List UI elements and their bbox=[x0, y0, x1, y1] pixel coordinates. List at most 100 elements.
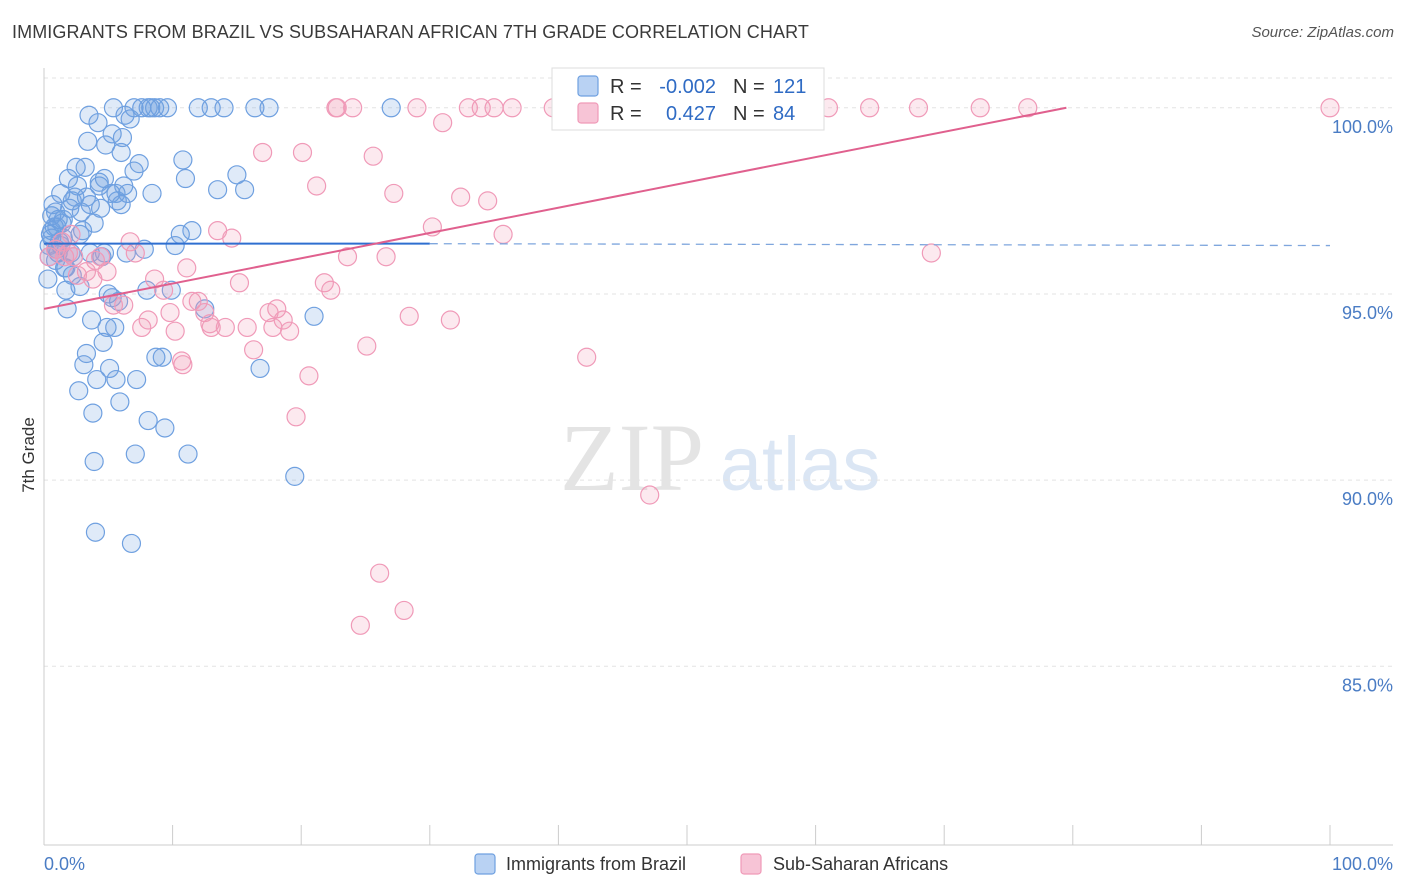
subsaharan-point-32 bbox=[253, 142, 273, 163]
brazil-point-10 bbox=[51, 183, 71, 204]
subsaharan-point-78 bbox=[61, 224, 81, 244]
subsaharan-point-52 bbox=[394, 600, 414, 621]
subsaharan-point-74 bbox=[970, 98, 990, 118]
subsaharan-point-64 bbox=[502, 98, 522, 118]
series-subsaharan-points bbox=[39, 98, 1340, 635]
brazil-point-114 bbox=[84, 213, 104, 233]
trend-lines bbox=[43, 106, 1331, 310]
trend-subsaharan bbox=[43, 106, 1067, 310]
brazil-point-49 bbox=[102, 124, 122, 144]
brazil-point-67 bbox=[129, 154, 149, 174]
brazil-point-83 bbox=[173, 150, 193, 170]
bottom-legend-swatch-subsaharan bbox=[740, 853, 762, 875]
legend-n-value-brazil: 121 bbox=[773, 76, 806, 98]
subsaharan-point-12 bbox=[120, 232, 140, 252]
series-brazil-points bbox=[38, 98, 401, 554]
brazil-point-63 bbox=[121, 533, 142, 554]
stats-legend: R = -0.002 N = 121 R = 0.427 N = 84 bbox=[551, 67, 825, 131]
subsaharan-point-77 bbox=[54, 247, 75, 267]
y-axis-label: 7th Grade bbox=[19, 417, 38, 493]
brazil-point-111 bbox=[45, 202, 66, 222]
brazil-point-85 bbox=[178, 444, 198, 464]
brazil-point-102 bbox=[53, 209, 73, 230]
subsaharan-point-76 bbox=[1320, 98, 1340, 118]
legend-swatch-subsaharan bbox=[577, 102, 599, 124]
legend-r-label-brazil: R = bbox=[610, 76, 642, 98]
brazil-point-33 bbox=[81, 310, 102, 330]
brazil-point-42 bbox=[93, 332, 113, 352]
subsaharan-point-62 bbox=[484, 98, 504, 118]
brazil-point-118 bbox=[138, 98, 158, 118]
subsaharan-point-23 bbox=[188, 291, 208, 311]
brazil-point-94 bbox=[245, 98, 265, 118]
subsaharan-point-39 bbox=[299, 366, 319, 386]
subsaharan-point-40 bbox=[307, 176, 327, 196]
subsaharan-point-56 bbox=[433, 113, 453, 133]
subsaharan-point-57 bbox=[440, 310, 460, 330]
brazil-point-97 bbox=[285, 466, 305, 486]
brazil-point-52 bbox=[106, 369, 126, 390]
legend-r-value-brazil: -0.002 bbox=[659, 76, 716, 98]
subsaharan-point-51 bbox=[384, 183, 404, 204]
subsaharan-point-54 bbox=[407, 98, 427, 118]
brazil-point-62 bbox=[120, 109, 140, 129]
subsaharan-point-48 bbox=[363, 146, 383, 166]
subsaharan-point-67 bbox=[640, 485, 660, 505]
brazil-point-104 bbox=[76, 187, 97, 207]
subsaharan-point-13 bbox=[125, 243, 145, 263]
subsaharan-point-58 bbox=[451, 187, 471, 207]
brazil-point-37 bbox=[87, 369, 107, 390]
subsaharan-point-37 bbox=[286, 407, 306, 427]
brazil-point-95 bbox=[250, 358, 270, 379]
subsaharan-point-38 bbox=[292, 142, 313, 163]
subsaharan-point-28 bbox=[222, 228, 242, 248]
brazil-point-30 bbox=[78, 131, 98, 151]
brazil-point-27 bbox=[74, 355, 94, 375]
subsaharan-point-73 bbox=[921, 243, 941, 263]
subsaharan-point-45 bbox=[343, 98, 363, 118]
x-tick-label-min: 0.0% bbox=[44, 854, 85, 874]
legend-n-label-brazil: N = bbox=[733, 76, 765, 98]
y-tick-label-0: 100.0% bbox=[1332, 117, 1393, 137]
subsaharan-point-83 bbox=[326, 98, 346, 118]
brazil-point-57 bbox=[112, 127, 133, 148]
brazil-point-79 bbox=[157, 98, 178, 118]
subsaharan-point-27 bbox=[215, 317, 235, 338]
brazil-point-8 bbox=[48, 209, 68, 230]
subsaharan-point-22 bbox=[182, 291, 202, 311]
subsaharan-point-15 bbox=[138, 310, 158, 330]
bottom-legend-label-brazil: Immigrants from Brazil bbox=[506, 854, 686, 874]
subsaharan-point-75 bbox=[1018, 98, 1038, 118]
brazil-point-35 bbox=[84, 451, 104, 472]
brazil-point-91 bbox=[214, 98, 234, 118]
subsaharan-point-61 bbox=[478, 191, 498, 211]
subsaharan-point-50 bbox=[376, 247, 396, 267]
subsaharan-point-80 bbox=[173, 355, 193, 375]
chart-title: IMMIGRANTS FROM BRAZIL VS SUBSAHARAN AFR… bbox=[12, 22, 809, 42]
brazil-point-61 bbox=[117, 183, 138, 204]
subsaharan-point-44 bbox=[337, 247, 358, 267]
legend-r-value-subsaharan: 0.427 bbox=[666, 103, 716, 125]
legend-n-label-subsaharan: N = bbox=[733, 103, 765, 125]
gridlines bbox=[44, 77, 1393, 667]
brazil-point-47 bbox=[99, 358, 120, 379]
brazil-point-92 bbox=[227, 165, 247, 185]
brazil-point-50 bbox=[103, 98, 124, 118]
brazil-point-96 bbox=[259, 98, 279, 118]
subsaharan-point-18 bbox=[160, 302, 180, 323]
legend-r-label-subsaharan: R = bbox=[610, 103, 642, 125]
brazil-point-77 bbox=[152, 347, 172, 367]
brazil-point-106 bbox=[106, 183, 126, 204]
brazil-point-120 bbox=[42, 228, 62, 248]
bottom-legend-label-subsaharan: Sub-Saharan Africans bbox=[773, 854, 948, 874]
subsaharan-point-79 bbox=[85, 250, 106, 271]
brazil-point-76 bbox=[150, 98, 170, 118]
trend-brazil-dashed bbox=[429, 243, 1331, 247]
brazil-point-45 bbox=[97, 317, 117, 338]
subsaharan-point-66 bbox=[577, 347, 597, 367]
subsaharan-point-14 bbox=[132, 317, 152, 338]
brazil-point-75 bbox=[146, 347, 166, 367]
subsaharan-point-46 bbox=[350, 615, 370, 635]
brazil-point-44 bbox=[96, 135, 116, 155]
watermark-zip: ZIP bbox=[560, 404, 704, 511]
